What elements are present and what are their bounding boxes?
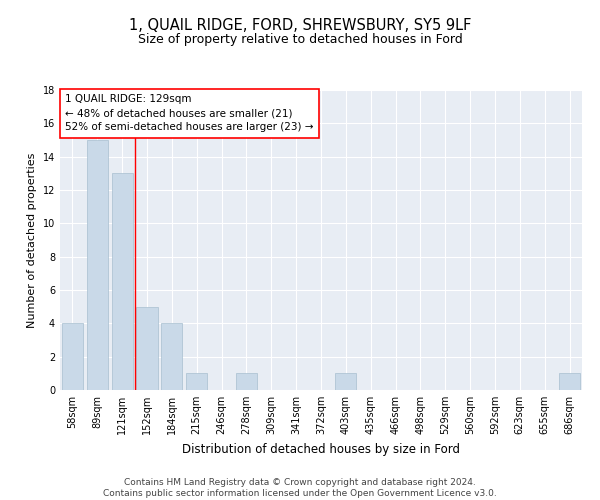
Bar [62, 324, 83, 390]
Bar [335, 374, 356, 390]
Text: 1 QUAIL RIDGE: 129sqm
← 48% of detached houses are smaller (21)
52% of semi-deta: 1 QUAIL RIDGE: 129sqm ← 48% of detached … [65, 94, 314, 132]
Y-axis label: Number of detached properties: Number of detached properties [27, 152, 37, 328]
Bar [161, 324, 182, 390]
Text: Size of property relative to detached houses in Ford: Size of property relative to detached ho… [137, 32, 463, 46]
X-axis label: Distribution of detached houses by size in Ford: Distribution of detached houses by size … [182, 442, 460, 456]
Bar [112, 174, 133, 390]
Bar [236, 374, 257, 390]
Bar [186, 374, 207, 390]
Bar [559, 374, 580, 390]
Bar [87, 140, 108, 390]
Text: 1, QUAIL RIDGE, FORD, SHREWSBURY, SY5 9LF: 1, QUAIL RIDGE, FORD, SHREWSBURY, SY5 9L… [129, 18, 471, 32]
Text: Contains HM Land Registry data © Crown copyright and database right 2024.
Contai: Contains HM Land Registry data © Crown c… [103, 478, 497, 498]
Bar [136, 306, 158, 390]
